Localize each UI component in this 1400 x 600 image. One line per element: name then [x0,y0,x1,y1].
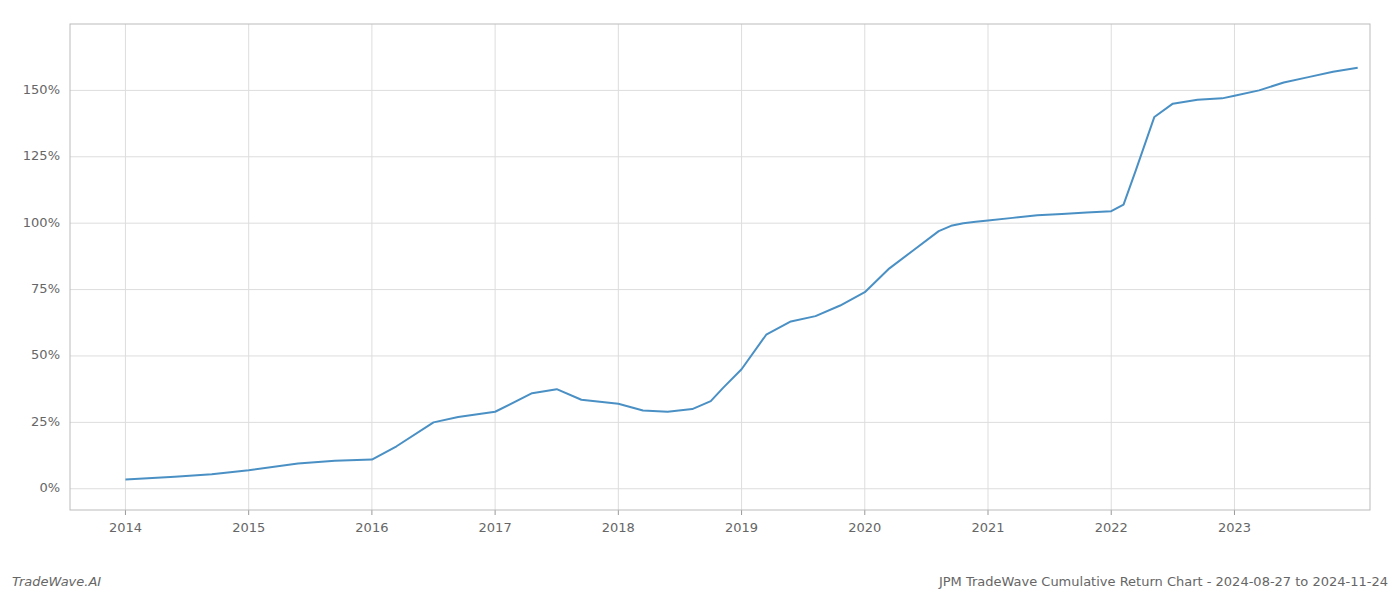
axes: 0% 25% 50% 75% 100% 125% 150% 2014 2015 2016 2017 2… [23,24,1370,535]
plot-area [125,68,1357,480]
y-grid-line [70,488,1370,489]
line [125,68,1357,480]
x-tick-label: 2018 [602,520,635,535]
x-tick-label: 2019 [725,520,758,535]
x-tick [741,510,742,515]
y-grid-line [70,422,1370,423]
x-grid-line [248,24,249,510]
background [0,0,1400,600]
x-grid-line [741,24,742,510]
x-tick-label: 2021 [971,520,1004,535]
y-grid-line [70,90,1370,91]
y-tick-label: 125% [23,148,60,163]
x-tick [864,510,865,515]
y-tick-label: 100% [23,215,60,230]
chart: 0% 25% 50% 75% 100% 125% 150% 2014 2015 2016 2017 2… [0,0,1400,600]
x-tick [371,510,372,515]
watermark: TradeWave.AI [12,574,101,589]
grid [70,24,1370,510]
x-tick-label: 2014 [109,520,142,535]
title: JPM TradeWave Cumulative Return Chart - … [938,574,1388,589]
x-tick-label: 2022 [1095,520,1128,535]
x-tick [618,510,619,515]
y-grid-line [70,355,1370,356]
x-grid-line [371,24,372,510]
y-tick-label: 0% [39,480,60,495]
y-grid-line [70,289,1370,290]
x-tick-label: 2016 [355,520,388,535]
x-tick [248,510,249,515]
x-grid-line [1111,24,1112,510]
x-tick [495,510,496,515]
y-tick-label: 50% [31,347,60,362]
y-tick-label: 150% [23,82,60,97]
x-tick [988,510,989,515]
x-grid-line [1234,24,1235,510]
x-grid-line [618,24,619,510]
y-tick-label: 25% [31,414,60,429]
x-grid-line [495,24,496,510]
x-tick-label: 2020 [848,520,881,535]
x-grid-line [864,24,865,510]
x-tick [1111,510,1112,515]
x-grid-line [988,24,989,510]
y-grid-line [70,223,1370,224]
x-tick-label: 2015 [232,520,265,535]
x-tick-label: 2017 [479,520,512,535]
x-tick-label: 2023 [1218,520,1251,535]
plot-frame [70,24,1370,510]
x-grid-line [125,24,126,510]
x-tick [1234,510,1235,515]
x-tick [125,510,126,515]
y-tick-label: 75% [31,281,60,296]
y-grid-line [70,156,1370,157]
